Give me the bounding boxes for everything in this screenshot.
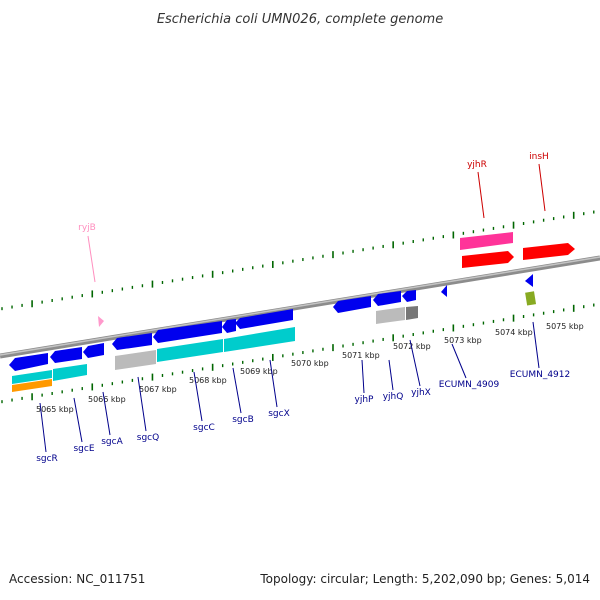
gene-label-yjhP[interactable]: yjhP xyxy=(355,395,375,405)
gene-label-yjhX[interactable]: yjhX xyxy=(411,388,431,398)
feature-insH-red[interactable] xyxy=(523,243,575,260)
feature-sgcB-arrow[interactable] xyxy=(222,319,236,333)
gene-leader-insH xyxy=(538,163,546,212)
feature-gray-2[interactable] xyxy=(376,307,405,324)
gene-leader-sgcB xyxy=(232,367,242,414)
gene-label-sgcE[interactable]: sgcE xyxy=(73,444,94,454)
kbp-label: 5065 kbp xyxy=(36,405,74,414)
gene-label-yjhR[interactable]: yjhR xyxy=(467,160,487,170)
tick-row-lower xyxy=(1,303,595,404)
gene-label-insH[interactable]: insH xyxy=(529,152,549,162)
feature-sgcC-arrow[interactable] xyxy=(153,321,222,343)
feature-sgcX-arrow[interactable] xyxy=(235,309,293,329)
gene-leader-yjhX xyxy=(409,339,421,387)
gene-label-sgcC[interactable]: sgcC xyxy=(193,423,215,433)
gene-label-yjhQ[interactable]: yjhQ xyxy=(383,392,404,402)
tick-row-upper xyxy=(1,210,595,311)
gene-leader-ECUMN_4912 xyxy=(532,321,540,369)
feature-ECUMN_4909-arrow[interactable] xyxy=(441,285,447,297)
kbp-label: 5073 kbp xyxy=(444,336,482,345)
gene-labels: sgcR sgcE sgcA sgcQ sgcC sgcB sgcX yjhP yjhQ yjhX… xyxy=(36,152,570,464)
feature-cyan-1[interactable] xyxy=(12,370,52,384)
feature-sgcA-arrow[interactable] xyxy=(83,343,104,358)
feature-ryjB-marker[interactable] xyxy=(98,316,104,327)
kbp-label: 5069 kbp xyxy=(240,367,278,376)
gene-label-sgcR[interactable]: sgcR xyxy=(36,454,58,464)
gene-leader-sgcR xyxy=(39,402,47,453)
backbone xyxy=(0,255,600,359)
gene-label-ECUMN_4909[interactable]: ECUMN_4909 xyxy=(439,380,500,390)
feature-cyan-4[interactable] xyxy=(224,327,295,352)
gene-leader-sgcC xyxy=(193,371,203,422)
feature-olive-block[interactable] xyxy=(525,291,537,306)
feature-pseudo-pink[interactable] xyxy=(460,232,513,250)
gene-label-sgcX[interactable]: sgcX xyxy=(268,409,290,419)
genome-summary-text: Topology: circular; Length: 5,202,090 bp… xyxy=(260,572,590,586)
feature-yjhX-arrow[interactable] xyxy=(402,290,416,302)
feature-orange[interactable] xyxy=(12,379,52,392)
gene-leader-yjhP xyxy=(361,359,365,394)
feature-yjhP-arrow[interactable] xyxy=(333,296,371,313)
feature-gray-1[interactable] xyxy=(115,350,156,370)
gene-label-sgcB[interactable]: sgcB xyxy=(232,415,254,425)
gene-leader-sgcQ xyxy=(137,376,147,432)
gene-label-sgcQ[interactable]: sgcQ xyxy=(137,433,159,443)
kbp-label: 5074 kbp xyxy=(495,328,533,337)
kbp-label: 5067 kbp xyxy=(139,385,177,394)
gene-leader-ryjB xyxy=(87,235,96,283)
feature-yjhQ-arrow[interactable] xyxy=(373,291,401,306)
gene-leader-yjhR xyxy=(477,171,485,219)
kbp-label: 5075 kbp xyxy=(546,322,584,331)
feature-cyan-2[interactable] xyxy=(53,364,87,381)
gene-leader-sgcX xyxy=(269,359,278,408)
gene-leader-ECUMN_4909 xyxy=(451,343,467,379)
feature-yjhR-red[interactable] xyxy=(462,251,514,268)
kbp-label: 5068 kbp xyxy=(189,376,227,385)
gene-label-ECUMN_4912[interactable]: ECUMN_4912 xyxy=(510,370,570,380)
gene-leader-sgcE xyxy=(73,397,83,443)
feature-ECUMN_4912-arrow[interactable] xyxy=(525,274,533,287)
feature-sgcE-arrow[interactable] xyxy=(50,347,82,363)
gene-leader-sgcA xyxy=(102,391,111,436)
feature-sgcR-arrow[interactable] xyxy=(9,353,48,371)
accession-text: Accession: NC_011751 xyxy=(9,572,146,586)
gene-leader-yjhQ xyxy=(388,359,394,391)
feature-cyan-3[interactable] xyxy=(157,339,223,362)
feature-sgcQ-arrow[interactable] xyxy=(112,333,152,350)
feature-blocks xyxy=(9,232,575,392)
kbp-label: 5071 kbp xyxy=(342,351,380,360)
gene-label-sgcA[interactable]: sgcA xyxy=(101,437,123,447)
map-title: Escherichia coli UMN026, complete genome xyxy=(157,12,443,27)
feature-darkgray[interactable] xyxy=(406,306,418,320)
gene-label-ryjB[interactable]: ryjB xyxy=(78,223,96,233)
kbp-label: 5066 kbp xyxy=(88,395,126,404)
kbp-label: 5070 kbp xyxy=(291,359,329,368)
